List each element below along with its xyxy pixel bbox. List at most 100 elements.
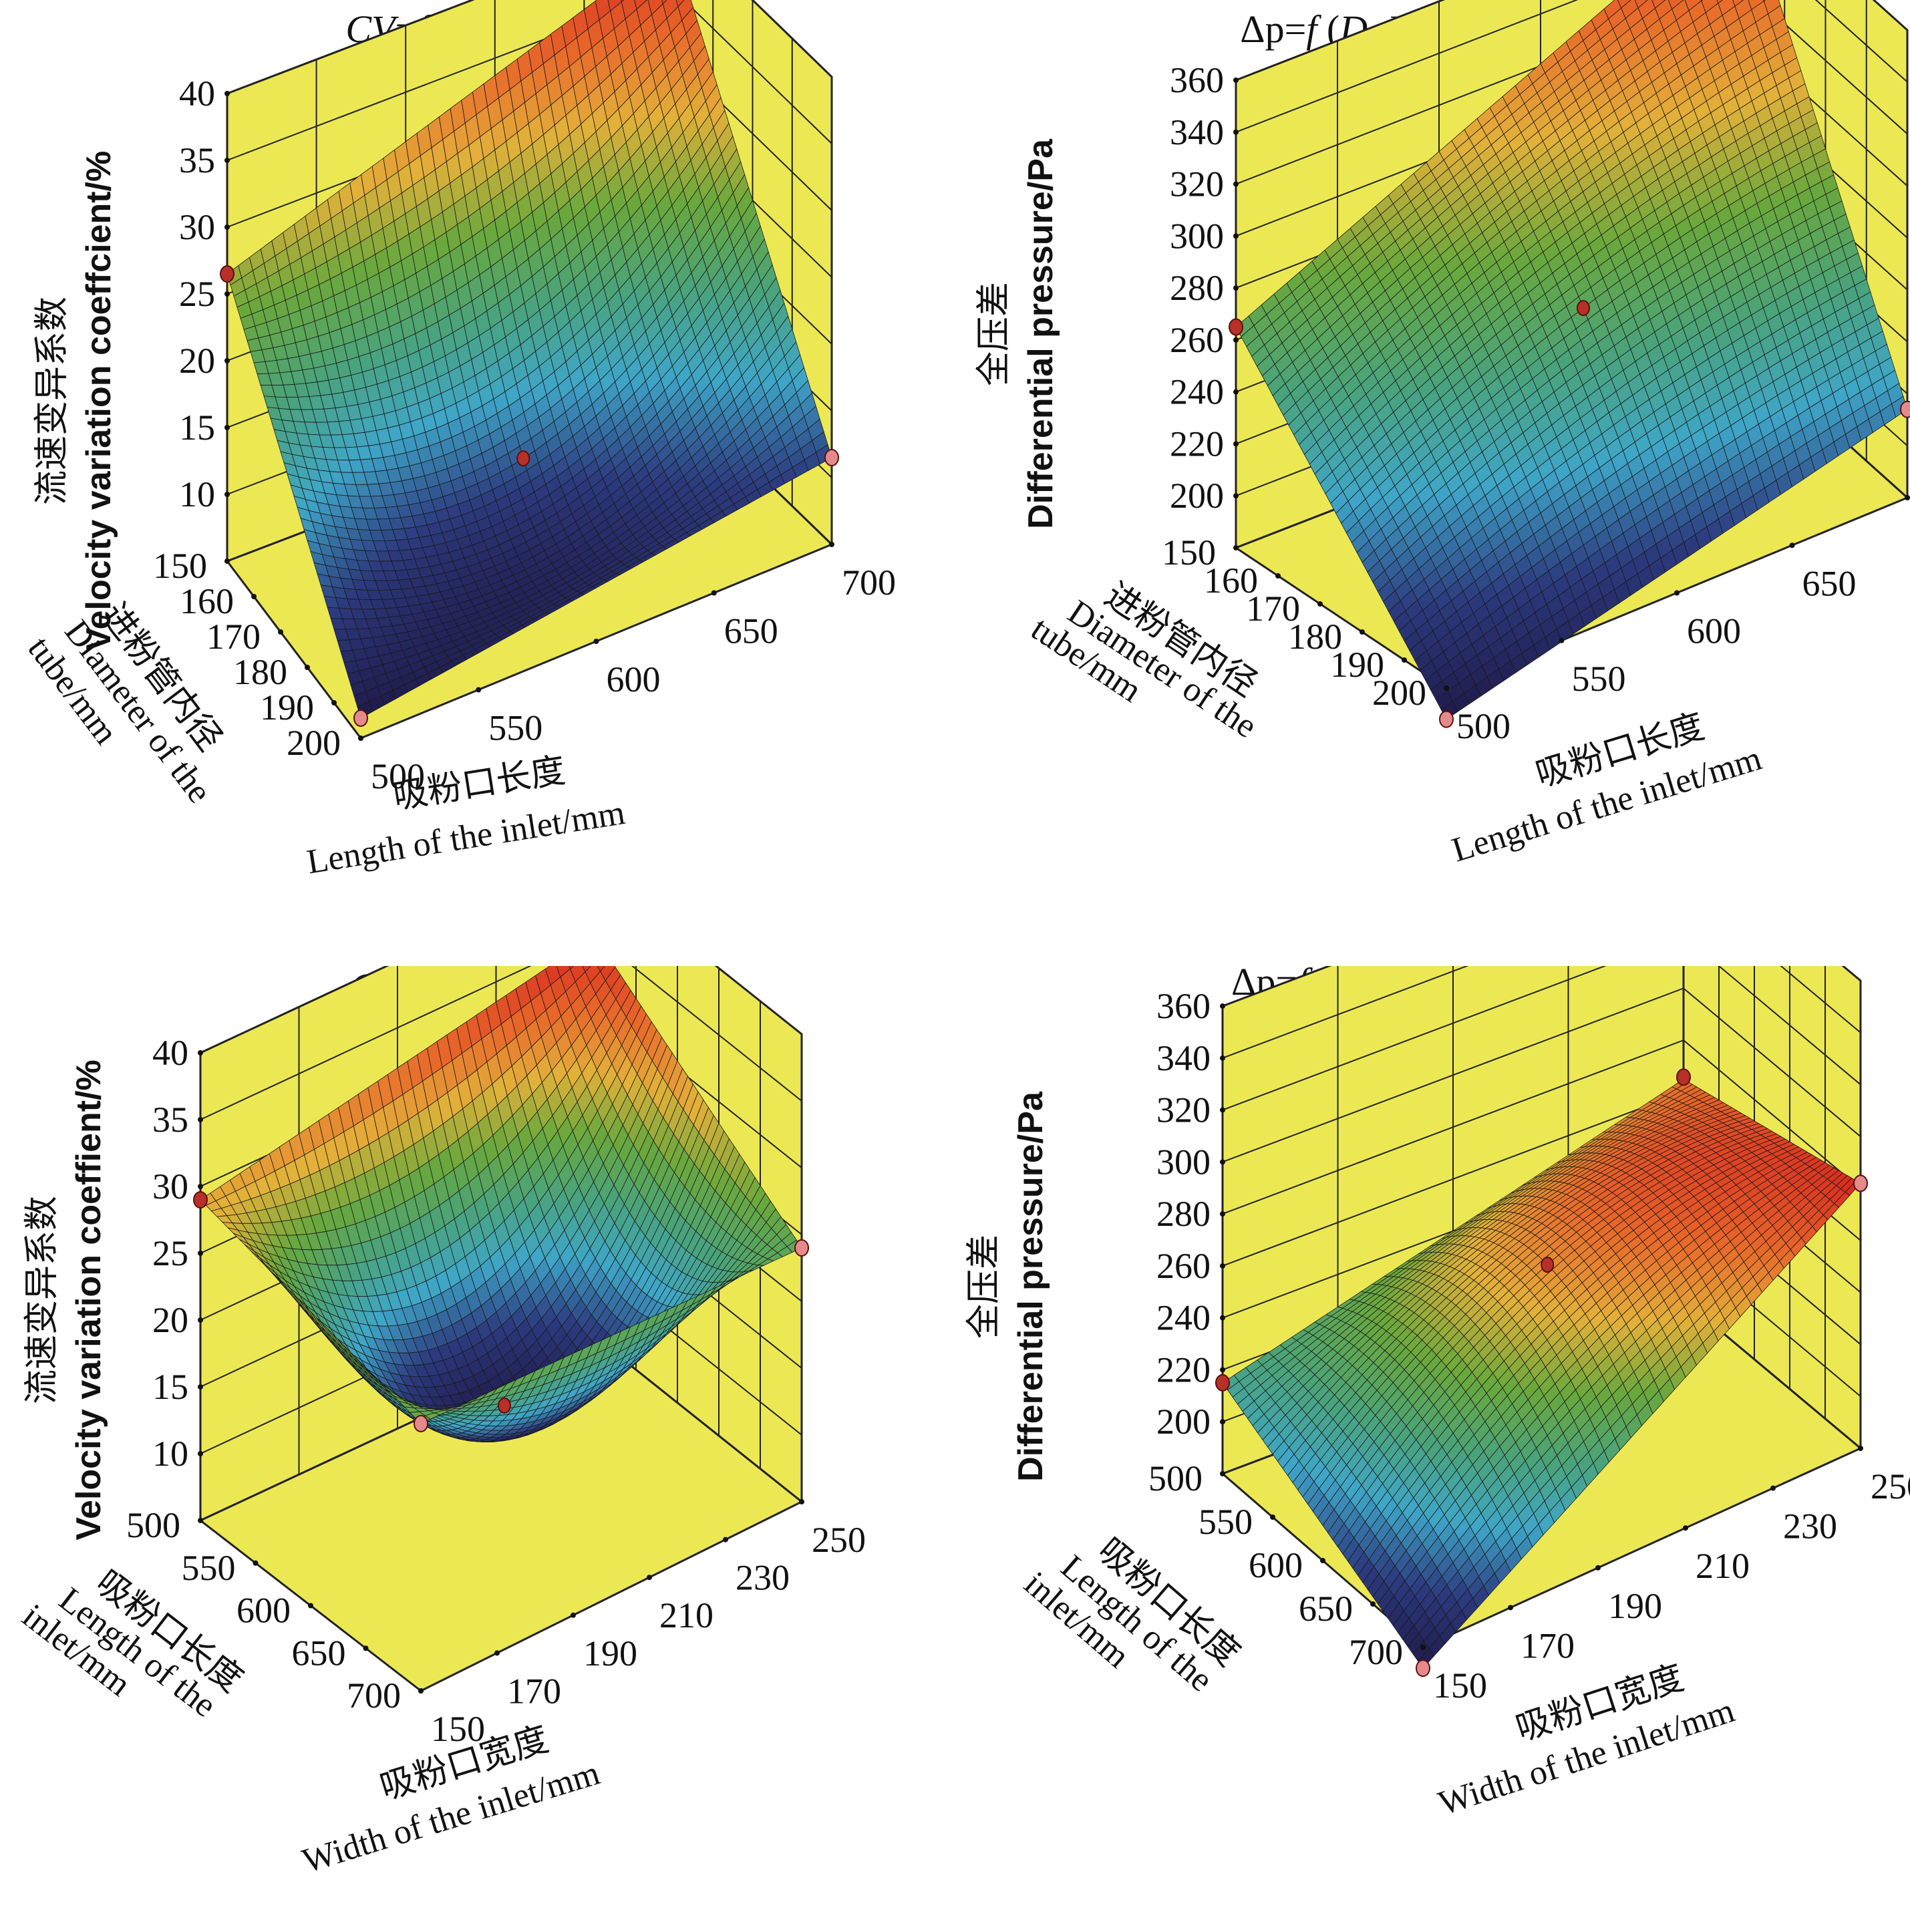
y-tick (331, 700, 337, 705)
z-tick-label: 10 (152, 1434, 188, 1474)
x-tick-label: 550 (488, 708, 542, 748)
y-tick-label: 170 (206, 617, 261, 657)
y-tick (363, 1645, 369, 1651)
z-tick-label: 300 (1170, 216, 1224, 256)
z-tick-label: 360 (1170, 60, 1224, 100)
z-tick (224, 158, 230, 163)
y-tick (1402, 657, 1407, 663)
z-tick-label: 15 (179, 408, 215, 448)
x-tick (711, 590, 717, 596)
z-gridline (226, 0, 832, 94)
z-tick-label: 20 (152, 1300, 188, 1340)
z-tick (1233, 233, 1239, 239)
panel-cv-d-l: CV=f (D, L, 200) 10152025303540150160170… (0, 0, 955, 966)
z-axis-label-en: Differential pressure/Pa (1021, 138, 1060, 529)
z-tick-label: 20 (179, 341, 215, 381)
z-tick (1233, 389, 1239, 395)
y-tick-label: 700 (347, 1675, 401, 1716)
z-tick (198, 1184, 203, 1189)
y-tick-label: 190 (1330, 645, 1384, 685)
x-tick-label: 500 (371, 756, 425, 796)
z-tick (198, 1317, 203, 1323)
design-point (414, 1415, 428, 1432)
plot-area: 1015202530354015016017018019020050055060… (20, 0, 896, 881)
y-tick-label: 160 (180, 581, 234, 621)
z-tick (1233, 493, 1239, 499)
z-gridline (200, 966, 802, 1120)
x-tick-label: 600 (607, 659, 661, 699)
y-tick-label: 180 (233, 652, 287, 692)
y-tick-label: 150 (153, 546, 207, 586)
surface (226, 0, 832, 719)
design-point (353, 709, 368, 727)
design-point (1900, 400, 1910, 418)
y-tick (308, 1603, 313, 1609)
z-tick (1233, 181, 1239, 187)
y-tick (198, 1518, 203, 1523)
x-tick (829, 542, 834, 547)
z-tick-label: 340 (1170, 112, 1224, 152)
y-tick (253, 1560, 259, 1566)
surface-plot: 1015202530354050055060065070015017019021… (15, 966, 866, 1881)
design-point (794, 1239, 809, 1257)
z-tick (224, 291, 230, 297)
x-axis-label-en: Length of the inlet/mm (304, 794, 627, 882)
z-tick-label: 15 (152, 1367, 188, 1407)
x-tick (1674, 590, 1680, 596)
z-tick-label: 10 (179, 474, 215, 514)
z-tick (198, 1451, 203, 1456)
y-tick-label: 550 (182, 1548, 236, 1588)
z-tick (1233, 337, 1239, 343)
y-tick-label: 200 (287, 723, 341, 763)
z-tick-label: 40 (179, 73, 215, 114)
x-tick (1559, 637, 1565, 643)
z-tick-label: 220 (1170, 424, 1224, 464)
panel-cv-l-w: CV=f (175, L, W) 10152025303540500550600… (0, 965, 955, 1932)
surface (200, 966, 802, 1443)
z-tick-label: 260 (1170, 320, 1224, 360)
design-point-center (1577, 300, 1590, 317)
design-point (1229, 318, 1243, 336)
z-tick (198, 1117, 203, 1122)
x-tick (593, 639, 599, 644)
x-tick (1444, 685, 1449, 691)
z-tick (1233, 129, 1239, 135)
z-tick (1233, 77, 1239, 83)
z-tick (224, 91, 230, 96)
z-gridline (1235, 0, 1908, 81)
y-tick-label: 190 (260, 687, 314, 728)
z-tick (1233, 441, 1239, 447)
x-tick-label: 700 (842, 562, 896, 603)
z-tick-label: 25 (152, 1233, 188, 1273)
z-tick-label: 280 (1170, 268, 1224, 308)
z-tick (1233, 285, 1239, 291)
y-tick-label: 500 (126, 1505, 180, 1545)
x-tick-label: 650 (1802, 563, 1857, 603)
y-tick (251, 594, 257, 599)
z-axis-label-cn: 全压差 (975, 282, 1013, 386)
surface (1235, 0, 1908, 720)
z-tick-label: 200 (1170, 476, 1224, 516)
z-tick-label: 35 (179, 140, 215, 180)
plot-area: 1015202530354050055060065070015017019021… (15, 966, 866, 1881)
panel-dp-d-l: Δp=f (D, L, 200) 20022024026028030032034… (955, 0, 1910, 966)
z-gridline (200, 966, 802, 1054)
design-point (220, 265, 234, 283)
z-tick (198, 1251, 203, 1256)
z-tick-label: 40 (152, 1033, 188, 1073)
y-tick-label: 600 (236, 1591, 291, 1631)
y-tick (1317, 601, 1323, 607)
y-tick-label: 180 (1288, 617, 1342, 657)
y-tick (1275, 573, 1281, 579)
z-tick (224, 425, 230, 430)
z-tick-label: 30 (152, 1166, 188, 1206)
z-tick (224, 358, 230, 363)
y-tick (1360, 629, 1365, 635)
x-tick-label: 500 (1456, 706, 1510, 746)
z-axis-label-en: Velocity variation coeffcient/% (79, 151, 118, 651)
x-tick-label: 550 (1572, 659, 1626, 699)
z-gridline (1235, 0, 1908, 133)
x-tick-label: 600 (1687, 611, 1741, 651)
z-gridline (1235, 0, 1908, 185)
design-point (1439, 710, 1454, 728)
